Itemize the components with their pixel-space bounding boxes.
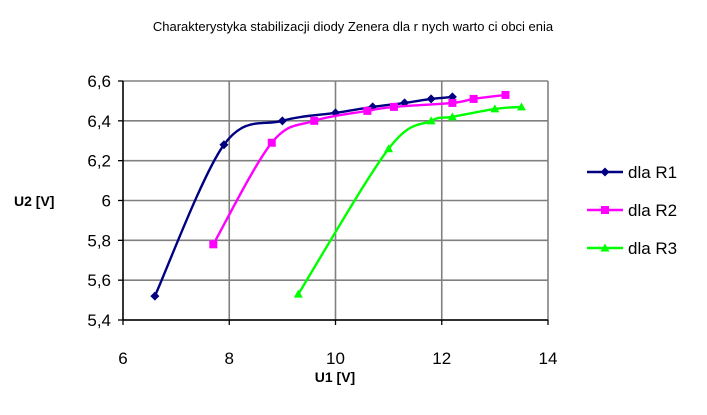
series-r3 — [293, 102, 526, 298]
y-tick-label: 6 — [102, 192, 111, 211]
data-point-r1 — [426, 94, 436, 104]
series-r2 — [209, 90, 510, 249]
data-point-r2 — [363, 106, 372, 115]
data-point-r2 — [501, 90, 510, 99]
tick-labels: 6 8 10 12 14 5,4 5,6 5,8 6 6,2 6,4 6,6 — [87, 72, 557, 368]
x-axis-label: U1 [V] — [315, 369, 355, 385]
data-point-r2 — [448, 98, 457, 107]
y-tick-label: 5,6 — [87, 271, 111, 290]
legend-item-r2: dla R2 — [587, 201, 677, 220]
data-point-r1 — [219, 140, 229, 150]
data-point-r1 — [150, 291, 160, 301]
legend-label-r2: dla R2 — [628, 201, 677, 220]
x-tick-label: 6 — [118, 349, 127, 368]
data-point-r3 — [447, 112, 457, 121]
x-tick-label: 12 — [432, 349, 451, 368]
legend-item-r1: dla R1 — [587, 163, 677, 182]
data-point-r2 — [310, 116, 319, 125]
data-point-r3 — [384, 144, 394, 153]
y-tick-label: 5,4 — [87, 311, 111, 330]
data-point-r2 — [209, 240, 218, 249]
y-axis-label: U2 [V] — [14, 193, 54, 209]
legend-label-r3: dla R3 — [628, 239, 677, 258]
chart-title: Charakterystyka stabilizacji diody Zener… — [153, 19, 554, 34]
data-point-r2 — [267, 138, 276, 147]
series-line-r1 — [153, 95, 453, 297]
data-point-r3 — [490, 104, 500, 113]
legend-marker-r1 — [600, 167, 610, 177]
legend-marker-r2 — [601, 206, 609, 214]
data-point-r3 — [516, 102, 526, 111]
data-point-r3 — [426, 116, 436, 125]
series-r1 — [150, 92, 457, 301]
data-point-r1 — [277, 116, 287, 126]
legend: dla R1 dla R2 dla R3 — [587, 163, 677, 258]
legend-marker-r3 — [600, 243, 610, 252]
data-point-r3 — [293, 289, 303, 298]
data-point-r2 — [469, 94, 478, 103]
data-point-r2 — [389, 102, 398, 111]
x-tick-label: 8 — [225, 349, 234, 368]
legend-label-r1: dla R1 — [628, 163, 677, 182]
legend-item-r3: dla R3 — [587, 239, 677, 258]
y-tick-label: 6,2 — [87, 152, 111, 171]
x-tick-label: 14 — [539, 349, 558, 368]
y-tick-label: 5,8 — [87, 231, 111, 250]
series-group — [150, 90, 526, 301]
x-tick-label: 10 — [326, 349, 345, 368]
y-tick-label: 6,4 — [87, 112, 111, 131]
axes — [118, 80, 549, 325]
y-tick-label: 6,6 — [87, 72, 111, 91]
